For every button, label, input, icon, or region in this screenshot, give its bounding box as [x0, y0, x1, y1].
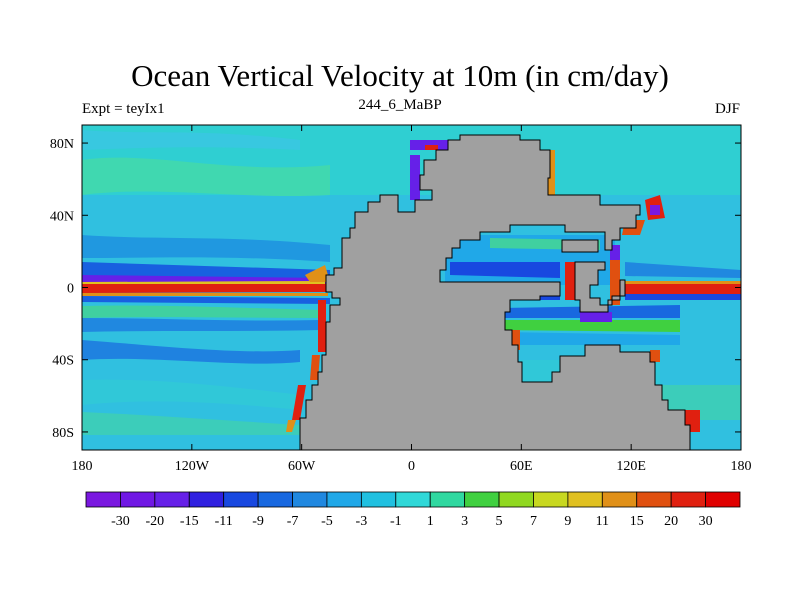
period-label: 244_6_MaBP — [358, 97, 442, 113]
colorbar-box — [533, 491, 569, 508]
season-label: DJF — [714, 101, 740, 117]
colorbar-box — [464, 491, 500, 508]
colorbar-box — [223, 491, 259, 508]
colorbar-box — [292, 491, 328, 508]
lon-tick-label: 60E — [510, 459, 533, 474]
colorbar-label: 7 — [530, 514, 537, 529]
colorbar: -30 -20 -15 -11 -9 -7 -5 -3 -1 1 3 5 7 9 11 15 20 30 — [85, 491, 741, 529]
map-title: Ocean Vertical Velocity at 10m (in cm/da… — [131, 58, 669, 93]
land-pangea — [299, 134, 691, 450]
colorbar-box — [85, 491, 121, 508]
colorbar-box — [395, 491, 431, 508]
colorbar-label: -5 — [321, 514, 333, 529]
colorbar-box — [188, 491, 225, 508]
colorbar-label: -20 — [146, 514, 165, 529]
colorbar-box — [154, 491, 190, 508]
colorbar-box — [601, 491, 638, 508]
colorbar-box — [120, 491, 156, 508]
colorbar-label: -7 — [287, 514, 299, 529]
experiment-label: Expt = teyIx1 — [82, 101, 165, 117]
lon-tick-label: 120W — [175, 459, 210, 474]
colorbar-box — [498, 491, 534, 508]
lat-tick-label: 80S — [52, 426, 74, 441]
lon-tick-label: 60W — [288, 459, 316, 474]
lat-tick-label: 0 — [67, 282, 74, 297]
colorbar-label: 11 — [596, 514, 609, 529]
colorbar-label: -11 — [215, 514, 233, 529]
colorbar-label: 30 — [699, 514, 713, 529]
colorbar-label: -15 — [180, 514, 199, 529]
colorbar-label: 3 — [461, 514, 468, 529]
colorbar-box — [360, 491, 397, 508]
colorbar-box — [429, 491, 466, 508]
colorbar-label: -9 — [252, 514, 264, 529]
lat-tick-label: 80N — [50, 137, 74, 152]
latitude-axis: 80N 40N 0 40S 80S — [50, 137, 741, 441]
colorbar-label: -30 — [111, 514, 130, 529]
colorbar-box — [326, 491, 362, 508]
lat-tick-label: 40S — [52, 354, 74, 369]
colorbar-label: 20 — [664, 514, 678, 529]
colorbar-box — [636, 491, 672, 508]
lon-tick-label: 180 — [72, 459, 93, 474]
longitude-axis: 180 120W 60W 0 60E 120E 180 — [72, 125, 752, 474]
colorbar-box — [257, 491, 293, 508]
colorbar-label: 15 — [630, 514, 644, 529]
colorbar-label: 5 — [496, 514, 503, 529]
colorbar-box — [567, 491, 603, 508]
lon-tick-label: 180 — [731, 459, 752, 474]
lon-tick-label: 0 — [408, 459, 415, 474]
colorbar-label: -3 — [356, 514, 368, 529]
colorbar-box — [670, 491, 706, 508]
colorbar-label: 1 — [427, 514, 434, 529]
colorbar-label: -1 — [390, 514, 402, 529]
lon-tick-label: 120E — [616, 459, 646, 474]
colorbar-label: 9 — [564, 514, 571, 529]
colorbar-box — [705, 491, 741, 508]
lat-tick-label: 40N — [50, 209, 74, 224]
